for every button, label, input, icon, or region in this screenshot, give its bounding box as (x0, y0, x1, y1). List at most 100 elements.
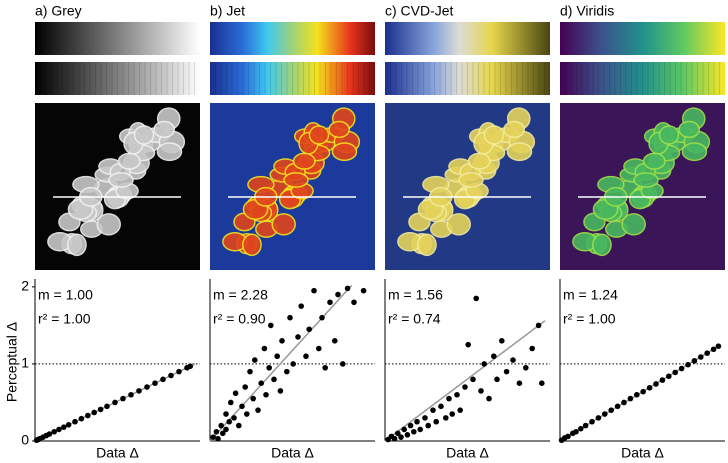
colorbar-discrete (560, 62, 725, 95)
data-point (395, 430, 401, 437)
data-point (481, 361, 488, 367)
data-point (266, 364, 273, 371)
data-point (640, 388, 646, 395)
data-point (407, 422, 414, 429)
data-point (220, 430, 226, 437)
r2-label: r² = 1.00 (38, 311, 91, 327)
data-point (627, 395, 634, 402)
data-point (65, 422, 72, 428)
y-tick-label: 0 (21, 432, 29, 448)
data-point (213, 428, 220, 435)
y-tick-label: 1 (21, 355, 29, 371)
data-point (698, 354, 704, 360)
data-point (335, 291, 341, 298)
cell (591, 233, 612, 257)
data-point (529, 345, 535, 352)
cell (271, 213, 296, 236)
cell (633, 172, 659, 188)
colorbar-continuous (385, 22, 550, 55)
data-point (678, 365, 685, 372)
data-point (449, 411, 456, 417)
data-point (391, 435, 398, 442)
data-point (710, 346, 717, 353)
data-point (279, 338, 285, 344)
data-point (454, 391, 460, 398)
cell (446, 213, 471, 236)
data-point (61, 424, 67, 430)
data-point (252, 357, 258, 363)
cell (292, 152, 316, 170)
data-point (51, 428, 57, 435)
data-point (261, 345, 268, 352)
cell (621, 213, 646, 236)
data-point (239, 403, 245, 410)
panel-title: c) CVD-Jet (385, 3, 454, 19)
data-point (404, 432, 411, 438)
data-point (160, 376, 166, 383)
data-point (97, 406, 104, 413)
data-point (104, 403, 110, 410)
fit-line (209, 284, 353, 442)
cell (133, 125, 155, 145)
data-point (685, 361, 691, 368)
data-point (523, 364, 529, 371)
cell (681, 142, 708, 162)
data-point (287, 314, 293, 321)
data-point (470, 376, 476, 383)
data-point (462, 384, 468, 390)
data-point (322, 364, 329, 371)
data-point (152, 380, 158, 386)
data-point (414, 418, 420, 425)
data-point (128, 391, 134, 398)
r2-label: r² = 1.00 (563, 311, 616, 327)
data-point (438, 403, 444, 410)
cell (108, 172, 134, 188)
data-point (672, 369, 678, 376)
data-point (223, 411, 229, 417)
r2-label: r² = 0.90 (213, 311, 266, 327)
data-point (85, 412, 91, 419)
data-point (91, 409, 97, 416)
data-point (295, 334, 301, 340)
cell (66, 233, 87, 257)
data-point (539, 380, 545, 386)
data-point (486, 395, 492, 402)
data-point (263, 391, 269, 398)
data-point (274, 353, 281, 360)
cell (96, 213, 121, 236)
data-point (332, 338, 338, 344)
data-point (621, 399, 627, 406)
data-point (187, 363, 193, 370)
slope-label: m = 1.24 (563, 287, 618, 303)
data-point (144, 384, 150, 390)
data-point (499, 338, 505, 344)
data-point (351, 299, 357, 306)
data-point (401, 426, 408, 433)
data-point (46, 431, 53, 437)
data-point (360, 287, 367, 294)
colorbar-discrete (385, 62, 550, 95)
data-point (473, 295, 480, 302)
data-point (614, 403, 621, 410)
data-point (443, 415, 449, 421)
colorbar-continuous (560, 22, 725, 55)
data-point (457, 407, 464, 413)
cell (658, 125, 680, 145)
data-point (303, 353, 309, 360)
data-point (573, 428, 579, 435)
cell (153, 120, 175, 139)
data-point (602, 411, 608, 417)
data-point (411, 428, 417, 435)
data-point (56, 426, 62, 433)
data-point (634, 391, 640, 398)
slope-label: m = 1.00 (38, 287, 93, 303)
data-point (578, 425, 584, 432)
data-point (503, 368, 510, 375)
colorbar-discrete (35, 62, 200, 95)
cell (467, 152, 491, 170)
data-point (306, 326, 313, 333)
data-point (232, 390, 239, 397)
data-point (168, 372, 174, 379)
data-point (176, 368, 182, 375)
data-point (433, 418, 440, 425)
